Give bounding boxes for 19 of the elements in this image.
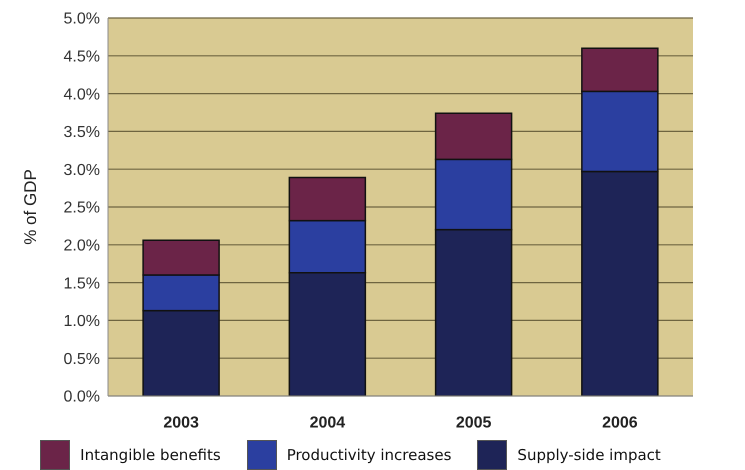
y-tick-label: 1.5% [64, 275, 100, 292]
legend-label: Productivity increases [286, 446, 452, 464]
y-tick-label: 1.0% [64, 313, 100, 330]
x-tick-label: 2005 [456, 414, 492, 432]
y-tick-label: 4.5% [64, 48, 100, 66]
y-tick-label: 2.5% [64, 200, 100, 217]
x-tick-label: 2004 [310, 414, 346, 432]
y-tick-label: 3.5% [64, 124, 100, 142]
y-tick-label: 4.0% [64, 86, 100, 104]
legend-label: Intangible benefits [80, 446, 221, 464]
y-axis-title: % of GDP [21, 169, 40, 245]
y-tick-label: 0.5% [64, 350, 100, 368]
y-tick-label: 2.0% [64, 237, 100, 254]
x-tick-label: 2006 [602, 414, 638, 432]
y-tick-label: 0.0% [64, 388, 100, 406]
legend-label: Supply-side impact [517, 446, 661, 464]
y-tick-label: 3.0% [64, 162, 100, 179]
y-tick-label: 5.0% [64, 10, 100, 28]
x-tick-label: 2003 [163, 414, 200, 432]
